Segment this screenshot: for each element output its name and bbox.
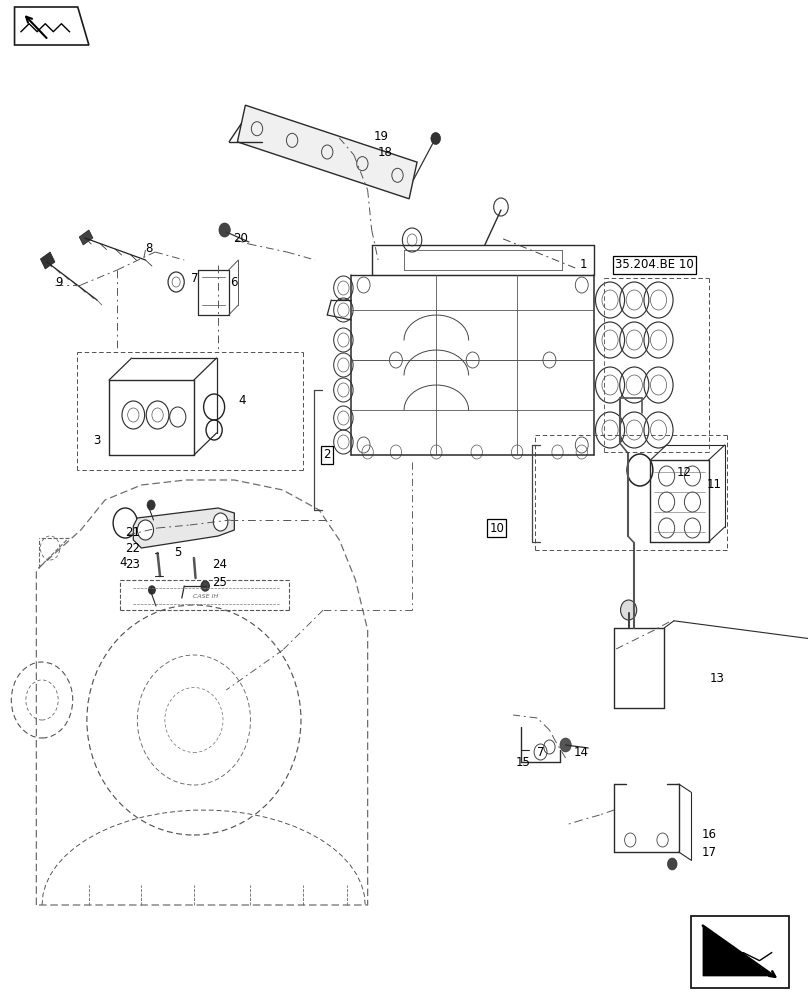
Circle shape [431,132,440,144]
Text: 23: 23 [125,558,140,572]
Text: 10: 10 [490,522,504,534]
Polygon shape [238,105,417,199]
Text: 13: 13 [709,672,724,684]
Circle shape [201,581,209,591]
Bar [691,916,789,988]
Text: 1: 1 [580,258,587,271]
Text: 17: 17 [701,846,717,858]
Text: 9: 9 [55,275,62,288]
Text: CASE IH: CASE IH [193,593,219,598]
Text: 8: 8 [145,241,153,254]
Text: 20: 20 [233,232,247,244]
Text: 35.204.BE 10: 35.204.BE 10 [615,258,694,271]
Circle shape [149,586,155,594]
Text: 14: 14 [574,746,589,758]
Text: 7: 7 [537,746,545,758]
Polygon shape [40,252,55,269]
Polygon shape [133,508,234,548]
Circle shape [137,520,154,540]
Text: 2: 2 [323,448,331,462]
Text: 5: 5 [174,546,181,558]
Circle shape [147,500,155,510]
Polygon shape [15,7,89,45]
Text: 19: 19 [373,130,389,143]
Text: 21: 21 [125,526,141,538]
Circle shape [560,738,571,752]
Circle shape [219,223,230,237]
Polygon shape [79,230,93,245]
Text: 16: 16 [701,828,717,842]
Text: 7: 7 [191,271,199,284]
Text: 4: 4 [120,556,127,570]
Text: 18: 18 [378,145,393,158]
Text: 11: 11 [707,479,722,491]
Text: 25: 25 [212,576,226,588]
Text: 22: 22 [125,542,141,554]
Text: 24: 24 [212,558,227,572]
Polygon shape [703,926,773,976]
Text: 15: 15 [516,756,530,768]
Text: 4: 4 [238,393,246,406]
Text: 6: 6 [230,275,238,288]
Circle shape [667,858,677,870]
Text: 12: 12 [677,466,692,479]
Text: 3: 3 [93,434,100,446]
Circle shape [621,600,637,620]
Circle shape [213,513,228,531]
